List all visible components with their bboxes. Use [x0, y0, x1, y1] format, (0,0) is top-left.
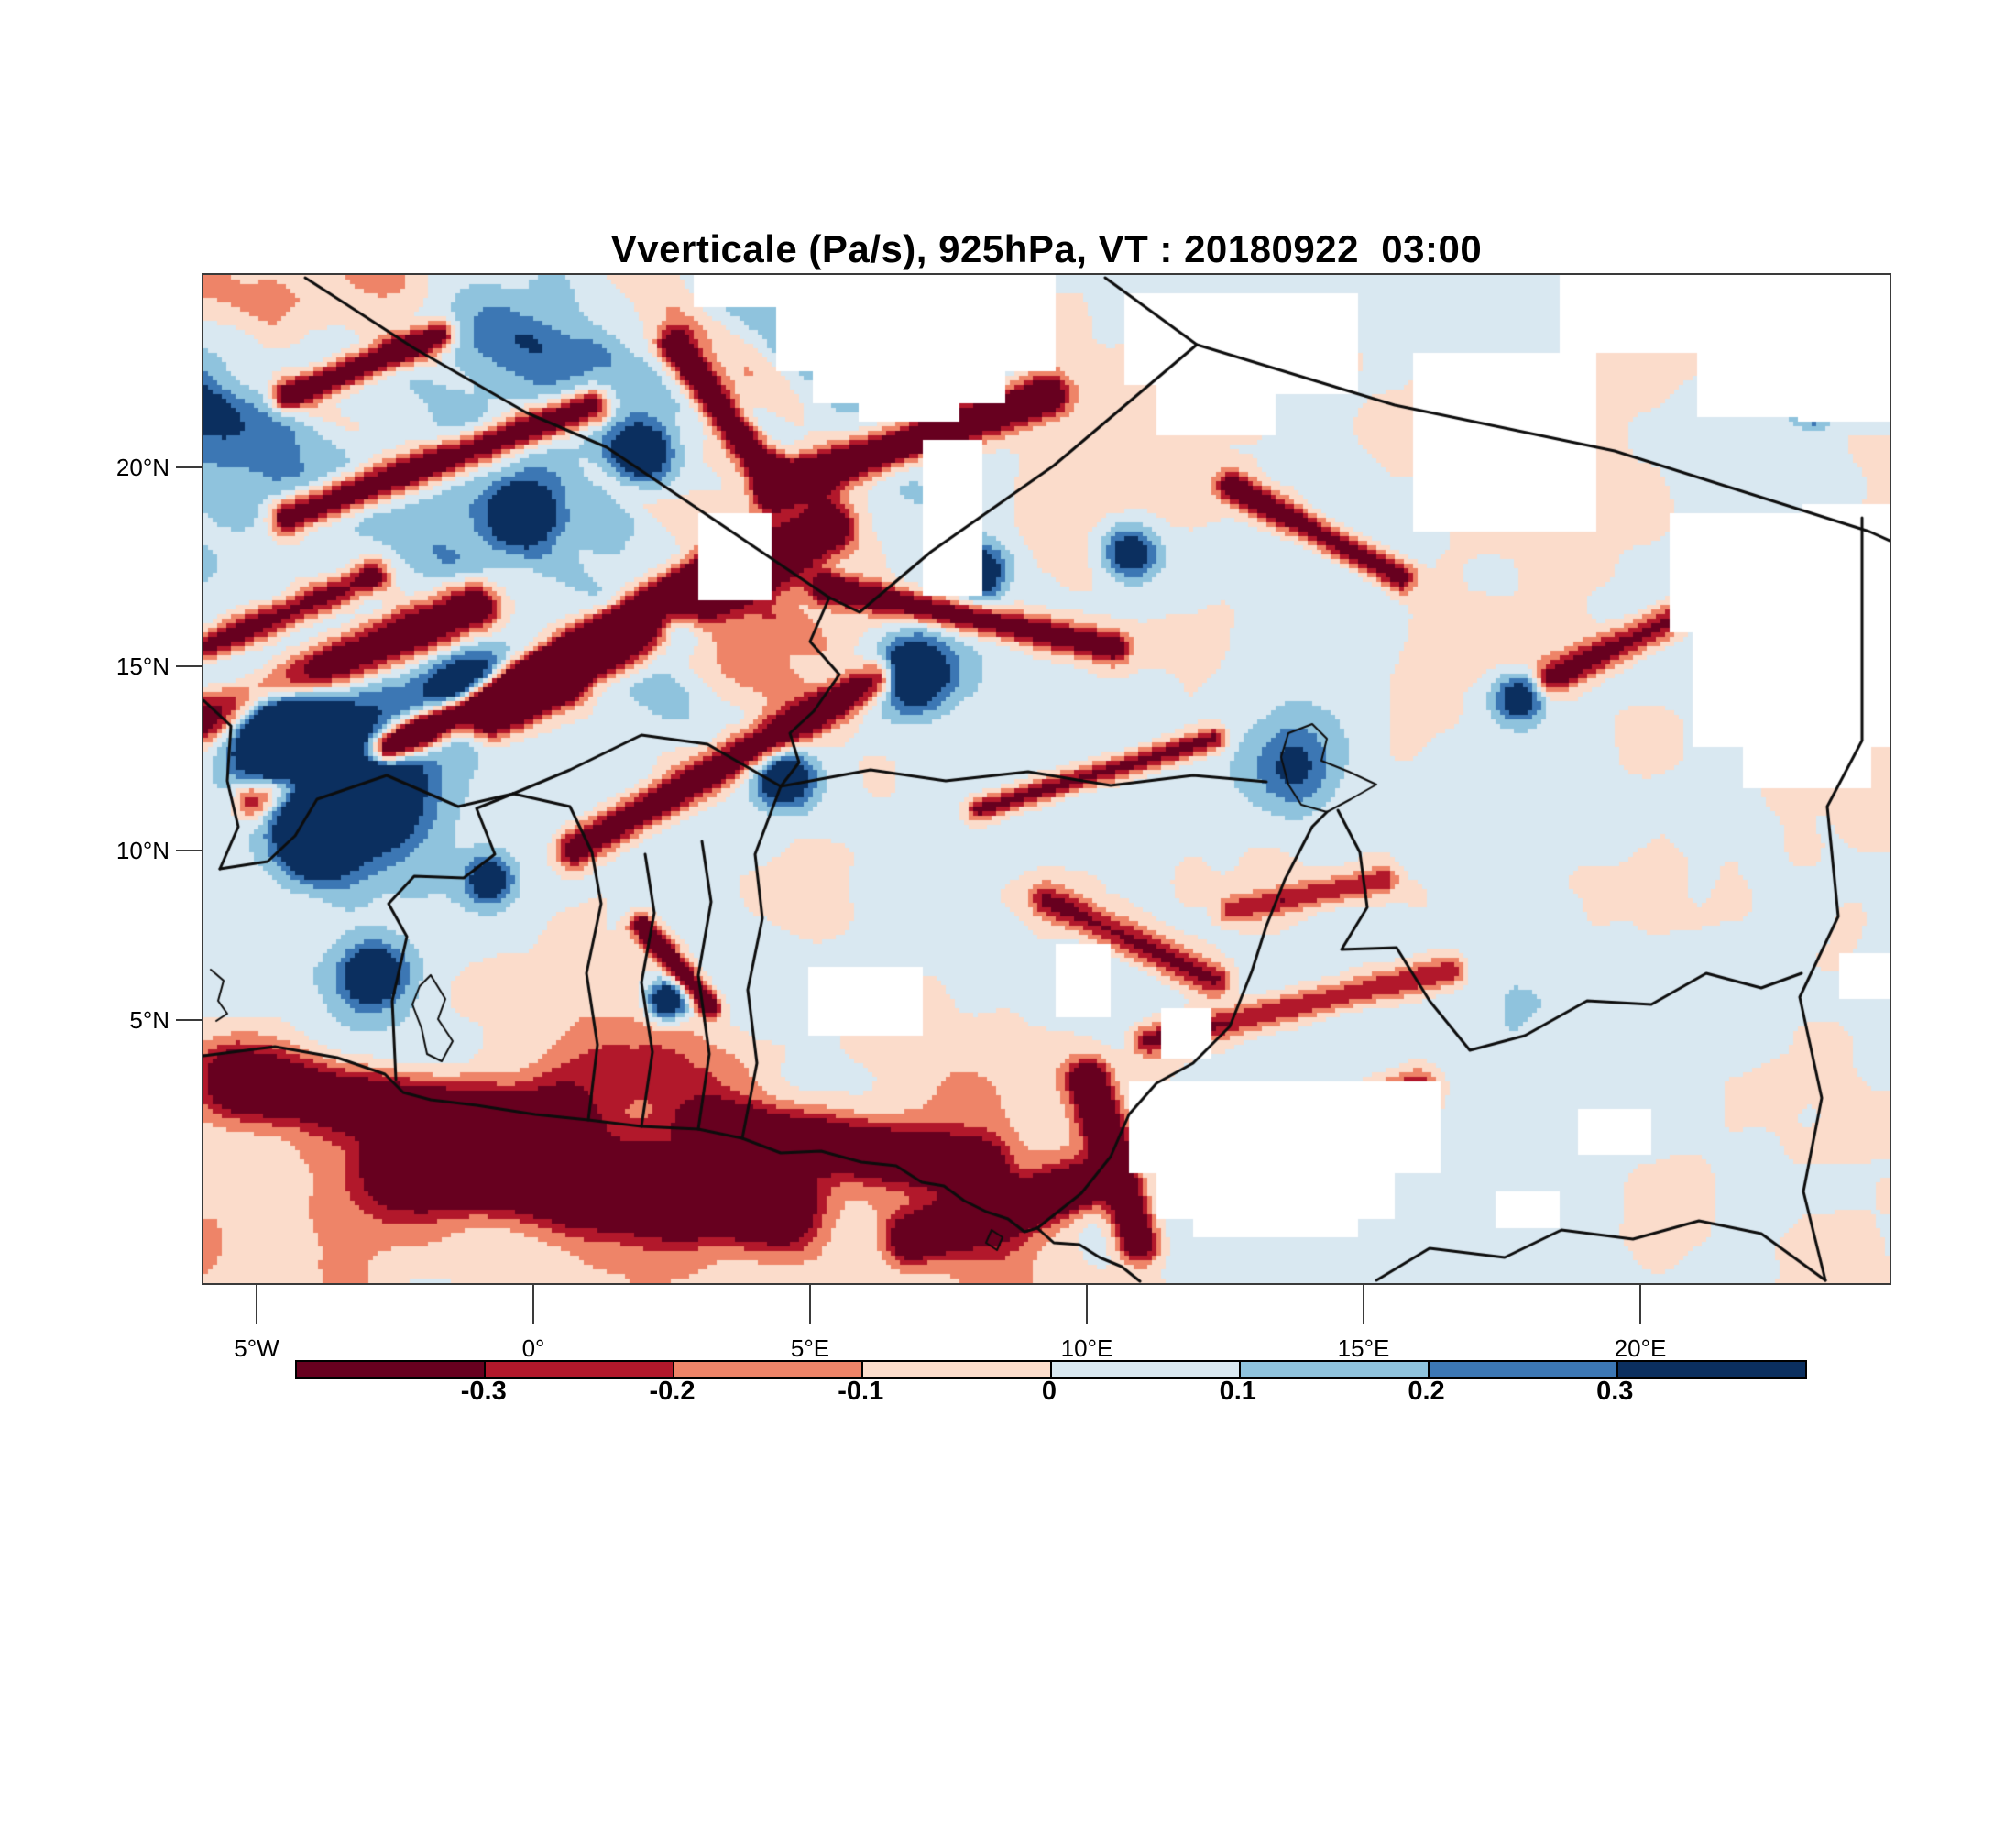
colorbar-segment [297, 1362, 486, 1377]
lon-tick-label: 10°E [1060, 1334, 1113, 1362]
colorbar-tick-label: 0 [1041, 1377, 1057, 1406]
figure-title: Vverticale (Pa/s), 925hPa, VT : 20180922… [610, 227, 1483, 270]
lat-tick-label: 20°N [115, 454, 170, 481]
lon-tick-mark [1363, 1285, 1364, 1324]
colorbar-segment [674, 1362, 863, 1377]
colorbar-tick-label: -0.2 [649, 1377, 696, 1406]
colorbar-tick-label: 0.3 [1596, 1377, 1634, 1406]
lon-tick-label: 5°E [790, 1334, 830, 1362]
lat-tick-label: 15°N [115, 653, 170, 680]
colorbar-segment [486, 1362, 674, 1377]
colorbar-segment [1430, 1362, 1618, 1377]
colorbar-segment [1241, 1362, 1430, 1377]
map-plot-area [202, 273, 1891, 1285]
lon-tick-mark [256, 1285, 257, 1324]
lat-tick-mark [176, 850, 203, 851]
lon-tick-label: 0° [521, 1334, 545, 1362]
colorbar-segment [863, 1362, 1052, 1377]
colorbar-segment [1618, 1362, 1805, 1377]
lat-tick-label: 10°N [115, 837, 170, 864]
colorbar-tick-label: -0.3 [460, 1377, 507, 1406]
lon-tick-mark [1639, 1285, 1641, 1324]
colorbar [295, 1360, 1807, 1379]
lat-tick-label: 5°N [129, 1006, 170, 1034]
colorbar-tick-label: 0.1 [1219, 1377, 1256, 1406]
lat-tick-mark [176, 1019, 203, 1021]
lat-tick-mark [176, 665, 203, 667]
lon-tick-mark [809, 1285, 811, 1324]
contour-map-canvas [203, 275, 1890, 1283]
colorbar-segment [1052, 1362, 1241, 1377]
lon-tick-label: 15°E [1337, 1334, 1390, 1362]
lon-tick-label: 20°E [1614, 1334, 1667, 1362]
colorbar-tick-label: 0.2 [1408, 1377, 1445, 1406]
lon-tick-mark [1086, 1285, 1088, 1324]
lat-tick-mark [176, 466, 203, 468]
lon-tick-mark [532, 1285, 534, 1324]
colorbar-labels: -0.3 -0.2 -0.1 0 0.1 0.2 0.3 [295, 1377, 1803, 1413]
colorbar-tick-label: -0.1 [838, 1377, 884, 1406]
lon-tick-label: 5°W [234, 1334, 279, 1362]
